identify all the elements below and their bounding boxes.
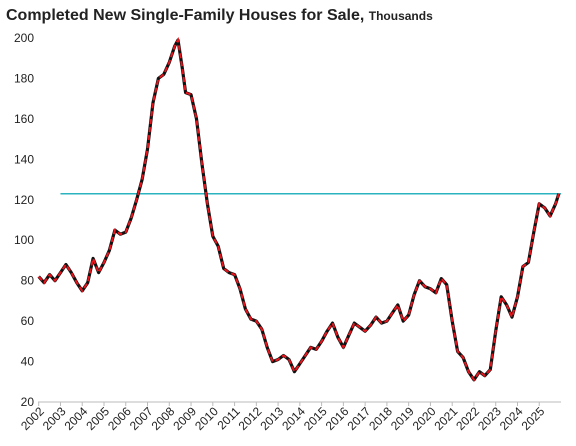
x-tick-label: 2019 xyxy=(388,404,417,433)
x-tick-label: 2005 xyxy=(83,404,112,433)
title: Completed New Single-Family Houses for S… xyxy=(6,7,364,24)
x-tick-label: 2018 xyxy=(366,404,395,433)
y-tick-label: 40 xyxy=(21,355,35,369)
x-tick-label: 2007 xyxy=(127,404,156,433)
x-tick-label: 2004 xyxy=(62,404,91,433)
x-tick-label: 2010 xyxy=(192,404,221,433)
x-tick-label: 2009 xyxy=(170,404,199,433)
y-tick-label: 100 xyxy=(14,233,34,247)
x-tick-label: 2006 xyxy=(105,404,134,433)
x-tick-label: 2020 xyxy=(410,404,439,433)
y-tick-label: 20 xyxy=(21,395,35,409)
y-tick-label: 120 xyxy=(14,193,34,207)
y-tick-label: 80 xyxy=(21,274,35,288)
x-tick-label: 2016 xyxy=(323,404,352,433)
y-tick-label: 200 xyxy=(14,31,34,45)
y-tick-label: 180 xyxy=(14,71,34,85)
x-tick-label: 2013 xyxy=(257,404,286,433)
x-tick-label: 2012 xyxy=(236,404,265,433)
y-tick-label: 160 xyxy=(14,112,34,126)
series-line-outline xyxy=(37,38,561,382)
series-line xyxy=(37,36,560,382)
y-tick-label: 140 xyxy=(14,152,34,166)
x-tick-label: 2011 xyxy=(215,404,243,432)
y-tick-label: 60 xyxy=(21,314,35,328)
x-tick-label: 2017 xyxy=(344,404,373,433)
x-tick-label: 2025 xyxy=(519,404,548,433)
x-tick-label: 2008 xyxy=(149,404,178,433)
x-tick-label: 2024 xyxy=(497,404,526,433)
x-tick-label: 2014 xyxy=(279,404,308,433)
x-tick-label: 2023 xyxy=(475,404,504,433)
x-tick-label: 2015 xyxy=(301,404,330,433)
subtitle: Thousands xyxy=(369,9,433,23)
chart-title: Completed New Single-Family Houses for S… xyxy=(6,7,433,24)
x-tick-label: 2021 xyxy=(432,404,461,433)
x-tick-label: 2003 xyxy=(40,404,69,433)
x-tick-label: 2022 xyxy=(453,404,482,433)
